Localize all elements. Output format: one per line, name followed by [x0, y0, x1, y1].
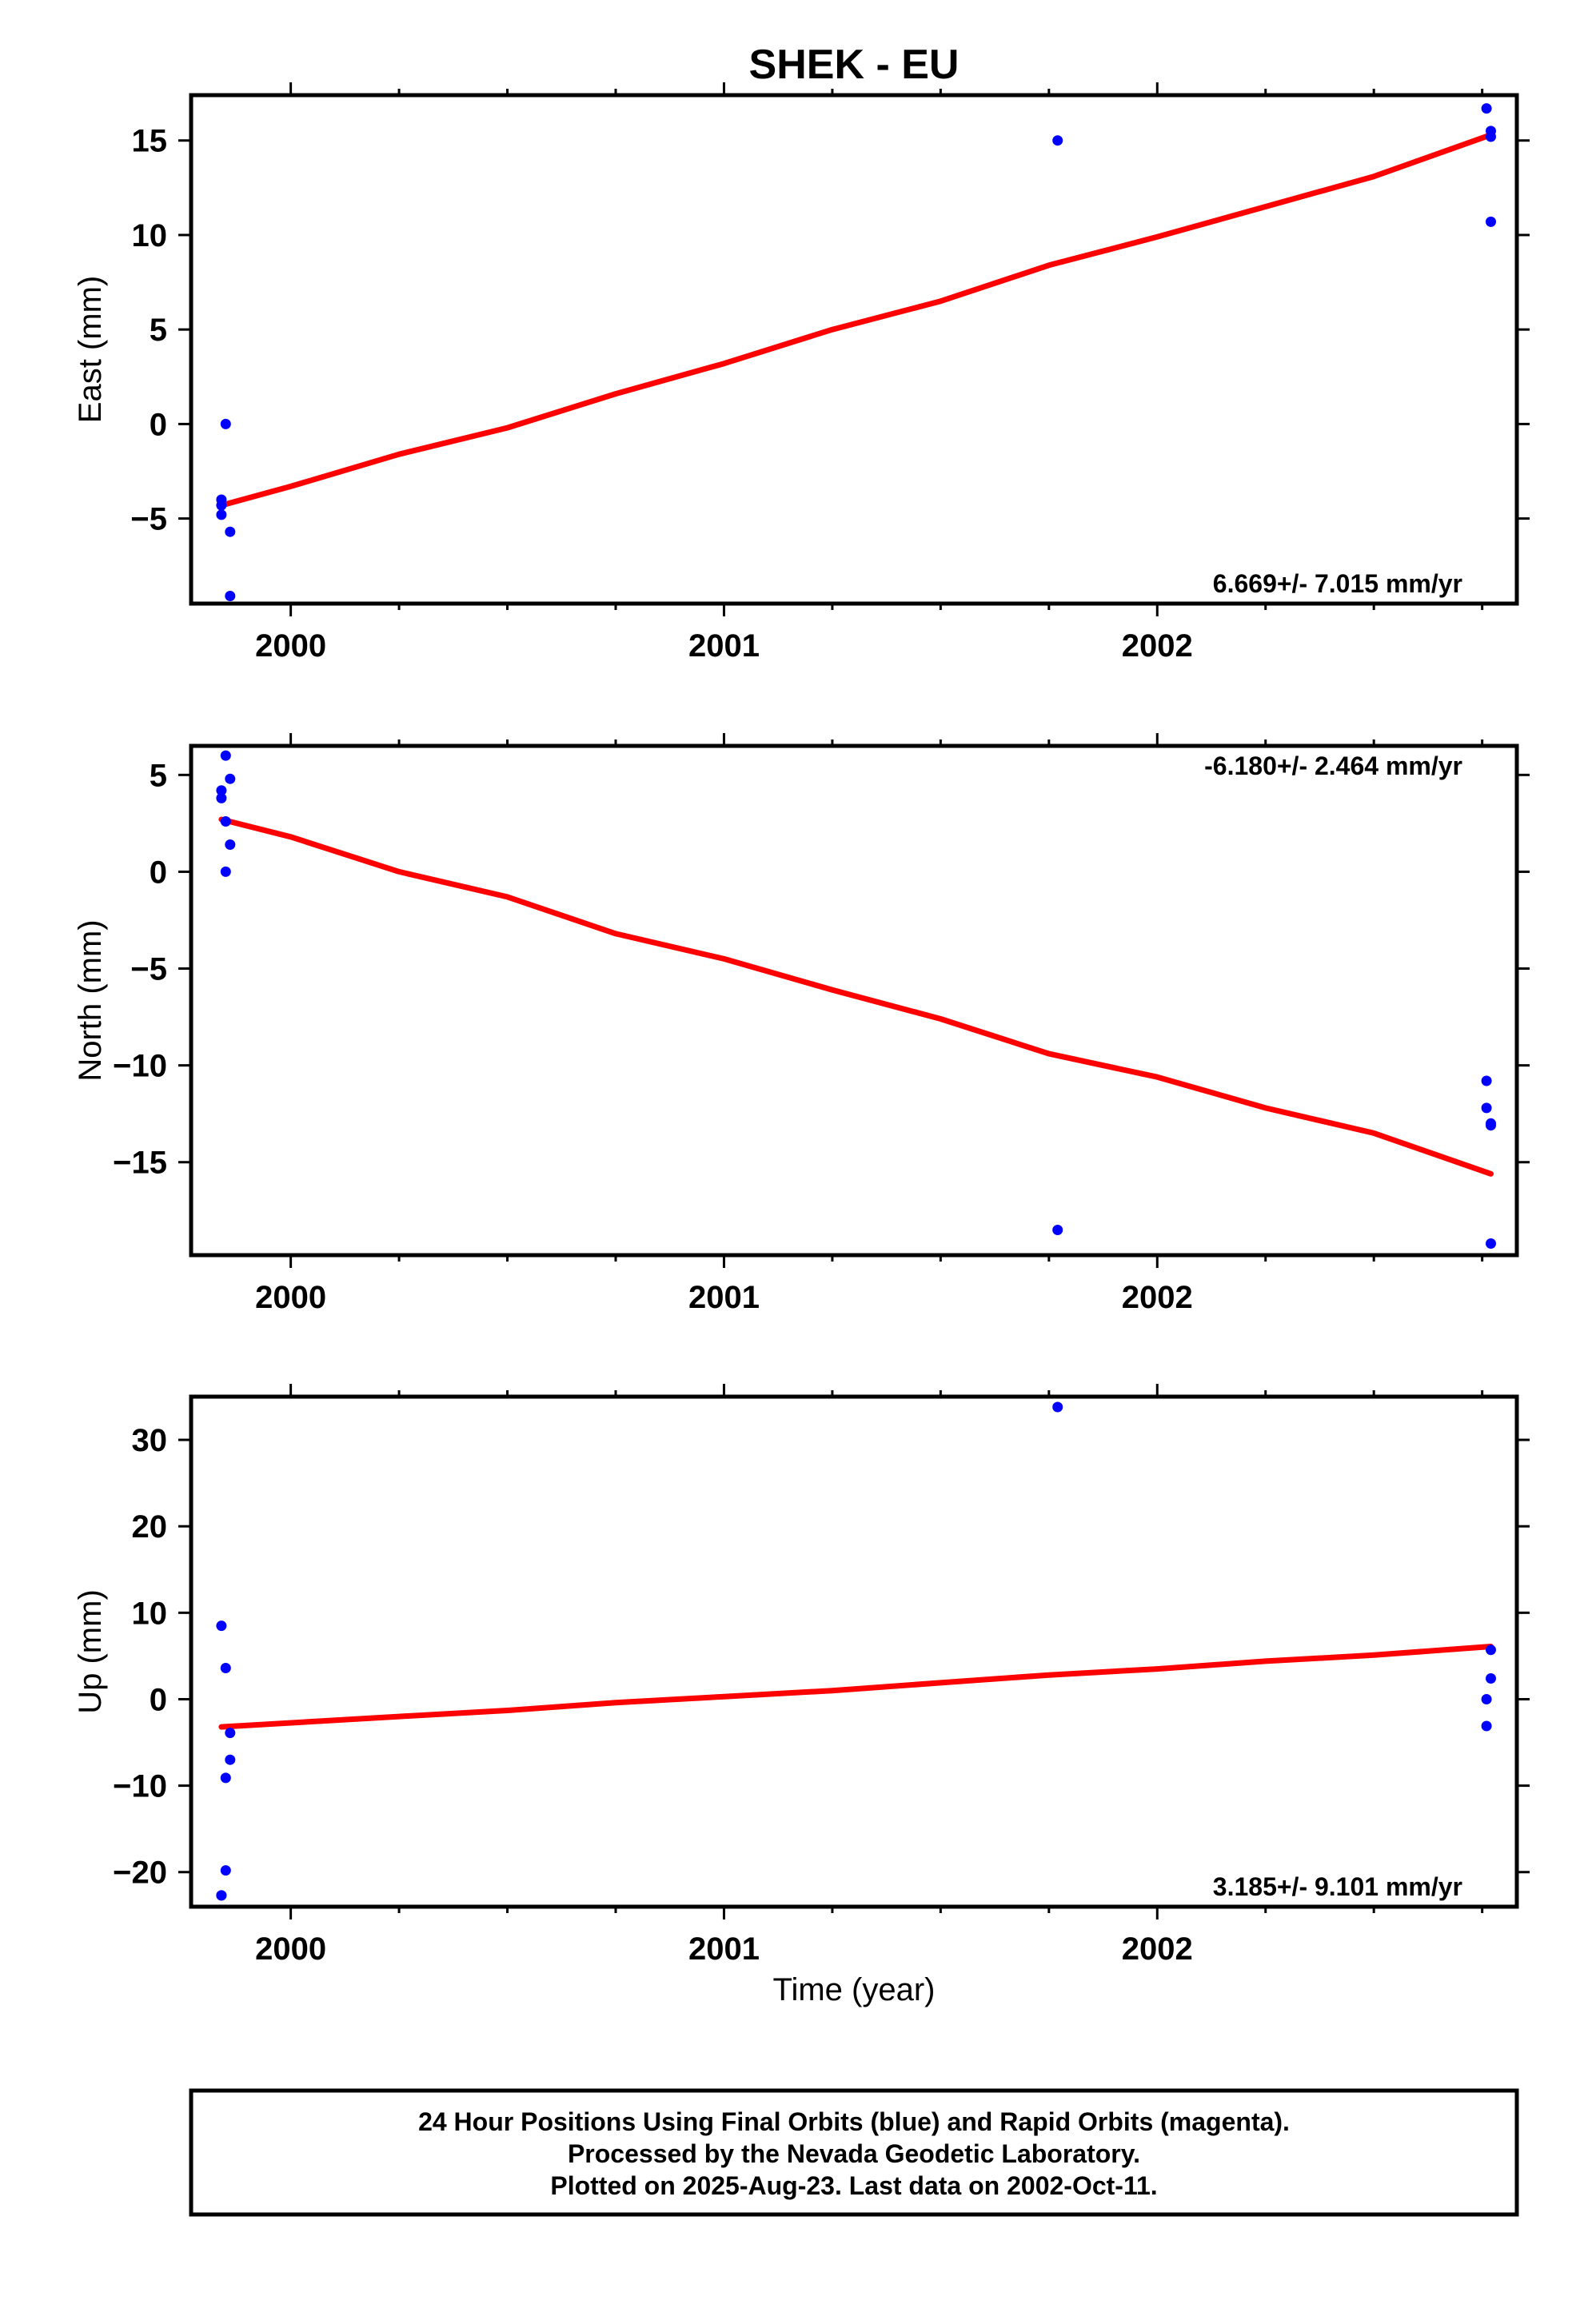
up-point [220, 1772, 231, 1784]
east-point [216, 509, 227, 520]
north-ytick-label: −15 [113, 1146, 167, 1181]
east-point [216, 500, 227, 511]
north-point [220, 816, 231, 827]
up-point [1486, 1644, 1496, 1656]
east-rate-label: 6.669+/- 7.015 mm/yr [1213, 569, 1462, 598]
north-ytick-label: −10 [113, 1049, 167, 1084]
east-xtick-label: 2000 [255, 628, 326, 664]
up-fit-line [218, 1644, 1494, 1730]
up-xtick-label: 2002 [1122, 1931, 1193, 1967]
east-xtick-label: 2001 [688, 628, 760, 664]
east-point [220, 418, 231, 429]
footer-line: Processed by the Nevada Geodetic Laborat… [568, 2139, 1140, 2168]
footer-box: 24 Hour Positions Using Final Orbits (bl… [189, 2088, 1519, 2217]
up-xtick-label: 2001 [688, 1931, 760, 1967]
north-point [225, 773, 236, 784]
north-point [216, 792, 227, 803]
up-ytick-label: 10 [132, 1596, 168, 1631]
east-point [1481, 103, 1492, 114]
north-point [216, 785, 227, 796]
east-ytick-label: 0 [150, 407, 167, 442]
up-point [216, 1620, 227, 1632]
up-ylabel: Up (mm) [73, 1589, 108, 1714]
north-point [1486, 1238, 1496, 1249]
north-rate-label: -6.180+/- 2.464 mm/yr [1204, 751, 1462, 780]
east-point [1486, 131, 1496, 142]
north-point [1481, 1075, 1492, 1086]
up-point [220, 1865, 231, 1876]
north-point [1052, 1225, 1063, 1235]
north-xtick-label: 2002 [1122, 1280, 1193, 1315]
east-xtick-label: 2002 [1122, 628, 1193, 664]
up-ytick-label: −20 [113, 1856, 167, 1891]
up-point [225, 1754, 236, 1765]
panel-north: 2000 2001 2002 5 0 −5 −10 −15 North (mm) -6.180+/… [73, 733, 1530, 1315]
east-ytick-label: 15 [132, 124, 168, 159]
panel-east: 2000 2001 2002 15 10 5 0 −5 East (mm) 6.669+/- 7.… [73, 82, 1530, 664]
up-rate-label: 3.185+/- 9.101 mm/yr [1213, 1872, 1462, 1901]
up-point [1481, 1720, 1492, 1732]
panel-up: 2000 2001 2002 30 20 10 0 −10 −20 Up (mm) 3.185+/-… [73, 1384, 1530, 1967]
up-frame [189, 1394, 1519, 1909]
north-point [220, 750, 231, 761]
east-point [225, 526, 236, 537]
up-ytick-label: 20 [132, 1509, 168, 1545]
north-xtick-label: 2001 [688, 1280, 760, 1315]
footer-line: Plotted on 2025-Aug-23. Last data on 200… [550, 2171, 1157, 2200]
east-frame [189, 93, 1519, 606]
north-fit-line [218, 816, 1494, 1177]
north-point [1481, 1102, 1492, 1114]
east-ytick-label: −5 [130, 502, 167, 537]
up-point [216, 1890, 227, 1901]
up-xtick-label: 2000 [255, 1931, 326, 1967]
chart-title: SHEK - EU [749, 42, 960, 88]
north-point [220, 866, 231, 877]
up-ytick-label: 30 [132, 1423, 168, 1458]
up-point [1052, 1401, 1063, 1413]
up-point [225, 1728, 236, 1739]
north-point [225, 839, 236, 850]
east-point [225, 591, 236, 601]
east-ytick-label: 5 [150, 313, 167, 348]
up-ytick-label: −10 [113, 1769, 167, 1804]
north-ytick-label: 0 [150, 855, 167, 890]
north-ytick-label: −5 [130, 952, 167, 987]
x-axis-label: Time (year) [773, 1972, 936, 2007]
east-ytick-label: 10 [132, 218, 168, 253]
north-ytick-label: 5 [150, 758, 167, 793]
east-point [1486, 216, 1496, 227]
east-ylabel: East (mm) [73, 276, 108, 423]
north-xtick-label: 2000 [255, 1280, 326, 1315]
footer-line: 24 Hour Positions Using Final Orbits (bl… [418, 2107, 1290, 2136]
east-fit-line [218, 132, 1494, 508]
north-ylabel: North (mm) [73, 919, 108, 1081]
north-point [1486, 1118, 1496, 1129]
up-ytick-label: 0 [150, 1682, 167, 1717]
up-point [1486, 1673, 1496, 1684]
east-point [1052, 135, 1063, 146]
north-frame [189, 743, 1519, 1258]
up-point [1481, 1694, 1492, 1704]
footer-frame [189, 2088, 1519, 2217]
up-point [220, 1663, 231, 1673]
